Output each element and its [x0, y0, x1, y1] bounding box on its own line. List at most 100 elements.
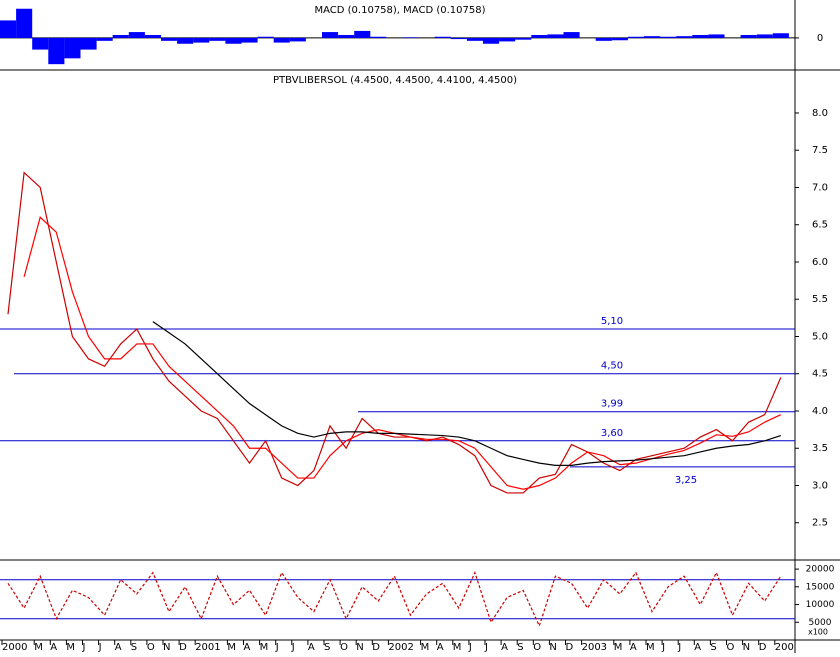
data-line: [7, 171, 782, 494]
x-tick-label: A: [50, 642, 57, 653]
y-tick-label: 8.0: [812, 108, 828, 119]
x-tick-label: A: [244, 642, 251, 653]
macd-bar: [128, 32, 145, 38]
macd-bar: [756, 34, 773, 38]
macd-bar: [241, 37, 258, 43]
macd-bar: [322, 32, 339, 38]
x-tick-label: N: [163, 642, 170, 653]
level-label: 4,50: [601, 361, 623, 372]
x-tick-label: A: [115, 642, 122, 653]
macd-bar: [563, 32, 580, 38]
macd-bar: [0, 20, 17, 38]
y-tick-label: 3.0: [812, 480, 828, 491]
x-tick-label: D: [759, 642, 767, 653]
macd-bar: [289, 37, 306, 42]
macd-bar: [273, 37, 290, 43]
macd-bar: [676, 36, 693, 38]
x-tick-label: O: [727, 642, 735, 653]
macd-bar: [64, 37, 81, 59]
macd-bar: [161, 37, 178, 41]
unit-label: x100: [808, 628, 828, 637]
x-tick-label: S: [517, 642, 523, 653]
x-tick-label: 2003: [582, 642, 607, 653]
y-tick-label: 7.0: [812, 182, 828, 193]
x-tick-label: 2000: [2, 642, 27, 653]
y-tick-label: 2.5: [812, 518, 828, 529]
x-tick-label: J: [291, 642, 295, 653]
y-tick-label: 6.0: [812, 257, 828, 268]
macd-bar: [708, 34, 725, 38]
macd-bar: [595, 37, 612, 41]
macd-bar: [177, 37, 194, 44]
x-tick-label: S: [710, 642, 716, 653]
x-tick-label: J: [661, 642, 665, 653]
macd-bar: [740, 35, 757, 38]
data-line: [152, 321, 781, 466]
macd-bar: [466, 37, 483, 41]
macd-bar: [772, 33, 789, 38]
x-tick-label: M: [260, 642, 269, 653]
x-tick-label: J: [275, 642, 279, 653]
x-tick-label: A: [630, 642, 637, 653]
macd-bar: [193, 37, 210, 43]
x-tick-label: J: [98, 642, 102, 653]
x-tick-label: N: [743, 642, 750, 653]
level-label: 3,99: [601, 399, 623, 410]
macd-title: MACD (0.10758), MACD (0.10758): [315, 5, 486, 16]
x-tick-label: D: [372, 642, 380, 653]
price-title: PTBVLIBERSOL (4.4500, 4.4500, 4.4100, 4.…: [273, 75, 517, 86]
y-tick-label: 10000: [806, 600, 835, 610]
macd-bar: [515, 37, 532, 40]
macd-bar: [257, 36, 274, 38]
x-tick-label: N: [356, 642, 363, 653]
y-tick-label: 20000: [806, 565, 835, 575]
y-tick-label: 5.0: [812, 331, 828, 342]
macd-bar: [692, 35, 709, 38]
macd-bar: [450, 37, 467, 40]
macd-bar: [402, 37, 419, 38]
macd-bar: [32, 37, 49, 50]
macd-bar: [547, 34, 564, 38]
x-tick-label: N: [549, 642, 556, 653]
x-tick-label: 2002: [388, 642, 413, 653]
macd-bar: [644, 36, 661, 38]
x-tick-label: O: [147, 642, 155, 653]
macd-bar: [627, 36, 644, 38]
x-tick-label: M: [453, 642, 462, 653]
x-tick-label: 2004: [775, 642, 800, 653]
x-tick-label: D: [566, 642, 574, 653]
x-tick-label: A: [437, 642, 444, 653]
x-tick-label: A: [308, 642, 315, 653]
y-tick-label: 0: [817, 33, 823, 44]
level-label: 3,25: [675, 475, 697, 486]
y-tick-label: 5000: [809, 618, 832, 628]
x-tick-label: 2001: [195, 642, 220, 653]
macd-bar: [338, 35, 355, 38]
x-tick-label: J: [468, 642, 472, 653]
x-tick-label: M: [614, 642, 623, 653]
macd-bar: [225, 37, 242, 44]
x-tick-label: A: [694, 642, 701, 653]
x-tick-label: D: [179, 642, 187, 653]
level-label: 5,10: [601, 316, 623, 327]
level-label: 3,60: [601, 428, 623, 439]
x-tick-label: M: [66, 642, 75, 653]
macd-bar: [96, 37, 113, 41]
y-tick-label: 4.5: [812, 369, 828, 380]
x-tick-label: M: [34, 642, 43, 653]
macd-bar: [434, 36, 451, 38]
x-tick-label: A: [501, 642, 508, 653]
y-tick-label: 3.5: [812, 443, 828, 454]
x-tick-label: J: [82, 642, 86, 653]
y-tick-label: 5.5: [812, 294, 828, 305]
macd-bar: [209, 37, 226, 41]
macd-bar: [144, 35, 161, 38]
macd-bar: [16, 8, 33, 38]
x-tick-label: M: [227, 642, 236, 653]
macd-bar: [611, 37, 628, 41]
macd-bar: [80, 37, 97, 50]
x-tick-label: O: [533, 642, 541, 653]
x-tick-label: S: [131, 642, 137, 653]
